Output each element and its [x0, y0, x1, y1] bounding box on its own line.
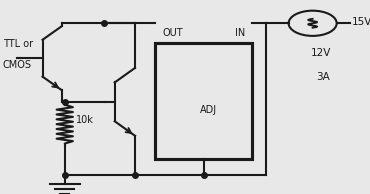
Text: TTL or: TTL or	[3, 39, 33, 49]
Text: 10k: 10k	[76, 115, 94, 125]
Text: OUT: OUT	[162, 28, 183, 38]
Text: 3A: 3A	[316, 72, 330, 82]
Text: 15V: 15V	[352, 17, 370, 27]
Bar	[155, 43, 252, 159]
Text: 12V: 12V	[311, 48, 331, 58]
Text: CMOS: CMOS	[3, 60, 32, 70]
Text: IN: IN	[235, 28, 245, 38]
Text: ADJ: ADJ	[200, 105, 217, 115]
